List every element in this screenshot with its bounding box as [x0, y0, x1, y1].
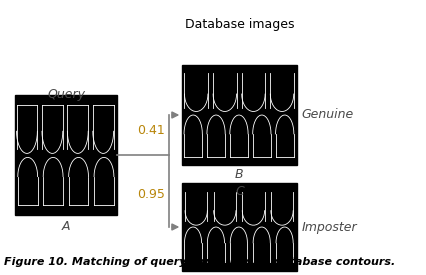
Bar — [182, 65, 296, 165]
Text: B: B — [235, 168, 244, 181]
Text: Database images: Database images — [184, 18, 294, 31]
Text: Imposter: Imposter — [302, 221, 357, 233]
Text: 0.95: 0.95 — [137, 188, 165, 202]
Bar — [15, 95, 117, 215]
Text: A: A — [62, 220, 70, 233]
Text: 0.41: 0.41 — [138, 125, 165, 138]
Text: C: C — [235, 185, 244, 198]
Text: Query: Query — [47, 88, 85, 101]
Text: Figure 10. Matching of query contour with database contours.: Figure 10. Matching of query contour wit… — [4, 257, 395, 267]
Bar — [182, 183, 296, 271]
Text: Genuine: Genuine — [302, 109, 354, 122]
